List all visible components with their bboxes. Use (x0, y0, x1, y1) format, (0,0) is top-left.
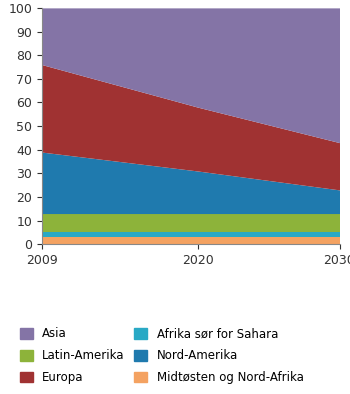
Legend: Asia, Latin-Amerika, Europa, Afrika sør for Sahara, Nord-Amerika, Midtøsten og N: Asia, Latin-Amerika, Europa, Afrika sør … (20, 327, 303, 384)
